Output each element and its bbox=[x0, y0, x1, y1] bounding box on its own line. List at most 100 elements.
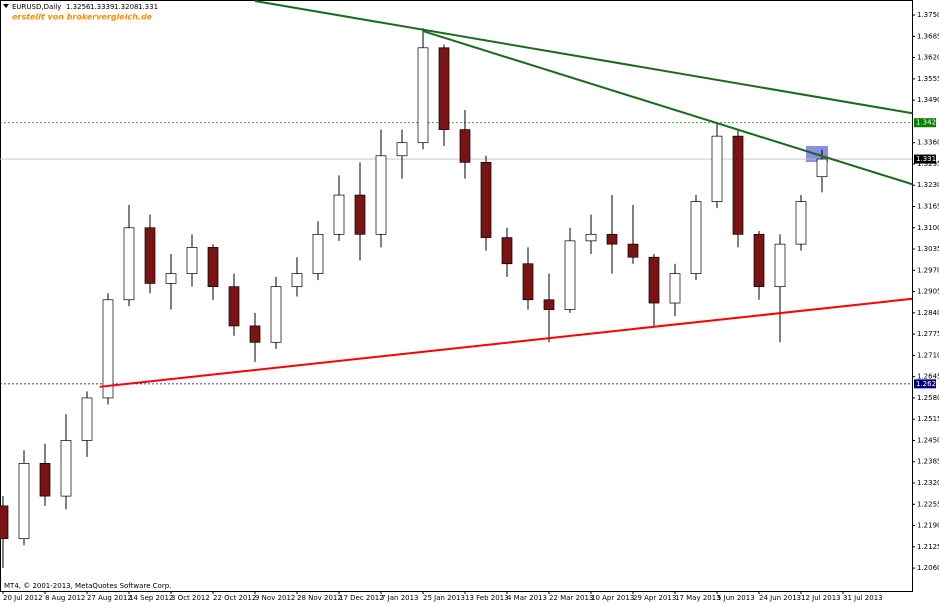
candle-body bbox=[123, 227, 135, 301]
y-tick-label: 1.3360 bbox=[917, 139, 939, 147]
y-tick-label: 1.2970 bbox=[917, 266, 939, 274]
x-tick-label: 27 Aug 2012 bbox=[87, 594, 132, 602]
plot-frame bbox=[0, 0, 913, 592]
x-tick-label: 12 Jul 2013 bbox=[801, 594, 841, 602]
y-tick-label: 1.3620 bbox=[917, 54, 939, 62]
ohlc-low: 1.3208 bbox=[114, 3, 139, 11]
y-tick-label: 1.2645 bbox=[917, 373, 939, 381]
candle-body bbox=[459, 129, 471, 163]
y-tick-label: 1.2060 bbox=[917, 564, 939, 572]
candle-body bbox=[102, 299, 114, 399]
x-tick-label: 7 Jan 2013 bbox=[381, 594, 419, 602]
candle-body bbox=[522, 263, 534, 301]
trendline bbox=[254, 0, 913, 115]
y-tick-label: 1.3685 bbox=[917, 32, 939, 40]
candle-body bbox=[753, 233, 765, 288]
x-tick-label: 29 Apr 2013 bbox=[633, 594, 676, 602]
level-label: 1.2623 bbox=[916, 380, 939, 388]
y-tick-label: 1.2125 bbox=[917, 543, 939, 551]
candle-body bbox=[564, 240, 576, 310]
candle-body bbox=[228, 286, 240, 327]
x-tick-label: 4 Mar 2013 bbox=[507, 594, 547, 602]
candle-body bbox=[480, 161, 492, 238]
trendline bbox=[422, 30, 913, 186]
x-tick-label: 22 Oct 2012 bbox=[213, 594, 256, 602]
trendline bbox=[99, 297, 913, 388]
candle-body bbox=[144, 227, 156, 284]
level-tag bbox=[914, 379, 936, 389]
candle-body bbox=[270, 286, 282, 343]
candle-body bbox=[207, 247, 219, 288]
y-tick-label: 1.2840 bbox=[917, 309, 939, 317]
candle-body bbox=[396, 142, 408, 157]
candle-body bbox=[438, 47, 450, 130]
candle-body bbox=[333, 194, 345, 235]
y-tick-label: 1.2190 bbox=[917, 522, 939, 530]
y-tick-label: 1.2580 bbox=[917, 394, 939, 402]
y-tick-label: 1.3230 bbox=[917, 181, 939, 189]
candle-body bbox=[291, 273, 303, 288]
candle-body bbox=[795, 201, 807, 245]
x-tick-label: 3 Oct 2012 bbox=[171, 594, 210, 602]
y-tick-label: 1.2320 bbox=[917, 479, 939, 487]
menu-arrow bbox=[3, 4, 9, 8]
y-tick-label: 1.3100 bbox=[917, 224, 939, 232]
candle-body bbox=[690, 201, 702, 274]
candle-body bbox=[18, 463, 30, 539]
x-tick-label: 14 Sep 2012 bbox=[129, 594, 173, 602]
chart-title: EURUSD,Daily bbox=[12, 3, 61, 11]
x-tick-label: 31 Jul 2013 bbox=[843, 594, 883, 602]
y-tick-label: 1.3490 bbox=[917, 96, 939, 104]
x-tick-label: 25 Jan 2013 bbox=[423, 594, 465, 602]
candle-body bbox=[543, 299, 555, 310]
ohlc-high: 1.3339 bbox=[90, 3, 115, 11]
level-label: 1.3421 bbox=[916, 119, 939, 127]
footer: MT4, © 2001-2013, MetaQuotes Software Co… bbox=[4, 582, 171, 590]
ohlc-close: 1.331 bbox=[138, 3, 158, 11]
candle-body bbox=[249, 325, 261, 343]
candle-body bbox=[0, 505, 9, 539]
x-tick-label: 8 Aug 2012 bbox=[45, 594, 85, 602]
x-tick-label: 5 Jun 2013 bbox=[717, 594, 755, 602]
x-tick-label: 28 Nov 2012 bbox=[297, 594, 342, 602]
candle-body bbox=[774, 243, 786, 288]
candle-body bbox=[648, 256, 660, 304]
candle-body bbox=[60, 440, 72, 497]
y-tick-label: 1.2905 bbox=[917, 288, 939, 296]
x-tick-label: 22 Mar 2013 bbox=[549, 594, 593, 602]
candle-body bbox=[585, 233, 597, 242]
y-tick-label: 1.3035 bbox=[917, 245, 939, 253]
candle-body bbox=[165, 273, 177, 284]
candle-body bbox=[627, 243, 639, 258]
candle-body bbox=[39, 463, 51, 497]
level-tag bbox=[914, 118, 936, 128]
candle-body bbox=[81, 397, 93, 441]
y-tick-label: 1.3165 bbox=[917, 203, 939, 211]
y-tick-label: 1.2255 bbox=[917, 500, 939, 508]
candle-body bbox=[732, 135, 744, 235]
level-tag bbox=[914, 154, 936, 164]
x-tick-label: 9 Nov 2012 bbox=[255, 594, 295, 602]
y-tick-label: 1.2710 bbox=[917, 351, 939, 359]
x-tick-label: 24 Jun 2013 bbox=[759, 594, 801, 602]
candle-body bbox=[816, 158, 828, 178]
x-tick-label: 17 May 2013 bbox=[675, 594, 721, 602]
candle-body bbox=[606, 233, 618, 245]
x-tick-label: 10 Apr 2013 bbox=[591, 594, 634, 602]
y-tick-label: 1.2385 bbox=[917, 458, 939, 466]
y-tick-label: 1.3750 bbox=[917, 11, 939, 19]
candle-body bbox=[669, 273, 681, 304]
y-tick-label: 1.3555 bbox=[917, 75, 939, 83]
ohlc-open: 1.3256 bbox=[66, 3, 91, 11]
candle-body bbox=[312, 233, 324, 274]
y-tick-label: 1.2515 bbox=[917, 415, 939, 423]
x-tick-label: 20 Jul 2012 bbox=[3, 594, 43, 602]
candle-body bbox=[375, 155, 387, 235]
candle-body bbox=[501, 237, 513, 265]
y-tick-label: 1.2450 bbox=[917, 436, 939, 444]
watermark: erstellt von brokervergleich.de bbox=[12, 13, 153, 22]
candle-body bbox=[186, 247, 198, 274]
candle-body bbox=[711, 135, 723, 202]
level-label: 1.3310 bbox=[916, 155, 939, 163]
x-tick-label: 13 Feb 2013 bbox=[465, 594, 509, 602]
